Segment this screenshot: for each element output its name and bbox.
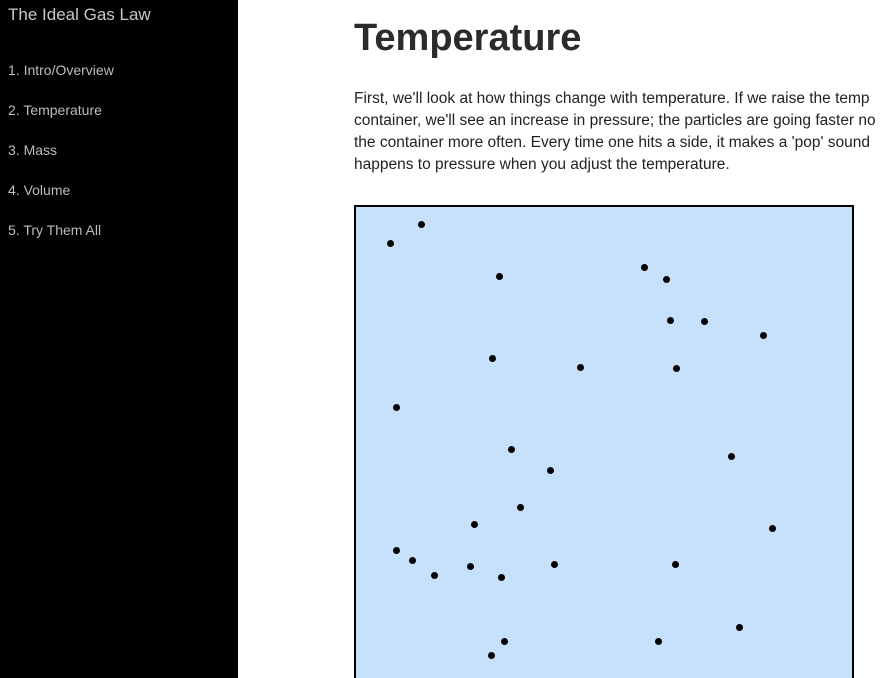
nav-item-mass[interactable]: 3. Mass (8, 142, 58, 158)
gas-particle (671, 560, 679, 568)
gas-particle (735, 623, 743, 631)
gas-particle (495, 272, 503, 280)
gas-particle (700, 317, 708, 325)
nav-item-temperature[interactable]: 2. Temperature (8, 102, 102, 118)
sidebar: The Ideal Gas Law 1. Intro/Overview 2. T… (0, 0, 238, 678)
intro-paragraph: First, we'll look at how things change w… (354, 88, 895, 176)
gas-particle (507, 445, 515, 453)
gas-particle (654, 637, 662, 645)
gas-particle (516, 503, 524, 511)
gas-particle (576, 363, 584, 371)
gas-particle (550, 560, 558, 568)
gas-particle (759, 331, 767, 339)
nav-item-try-them-all[interactable]: 5. Try Them All (8, 222, 102, 238)
main-content: Temperature First, we'll look at how thi… (238, 0, 895, 678)
intro-line: the container more often. Every time one… (354, 134, 870, 151)
nav-item-intro[interactable]: 1. Intro/Overview (8, 62, 114, 78)
gas-particle (672, 364, 680, 372)
gas-particle (768, 524, 776, 532)
gas-particle (470, 520, 478, 528)
gas-particle (430, 571, 438, 579)
site-title[interactable]: The Ideal Gas Law (8, 5, 151, 24)
gas-particle (466, 562, 474, 570)
gas-particle (662, 275, 670, 283)
gas-particle (640, 263, 648, 271)
gas-particle (546, 466, 554, 474)
intro-line: container, we'll see an increase in pres… (354, 112, 876, 129)
nav-item-volume[interactable]: 4. Volume (8, 182, 71, 198)
gas-particle (487, 651, 495, 659)
intro-line: happens to pressure when you adjust the … (354, 156, 730, 173)
gas-container[interactable] (354, 205, 854, 678)
gas-particle (392, 403, 400, 411)
sidebar-nav: 1. Intro/Overview 2. Temperature 3. Mass… (8, 62, 114, 262)
gas-particle (488, 354, 496, 362)
gas-particle (500, 637, 508, 645)
gas-particle (417, 220, 425, 228)
intro-line: First, we'll look at how things change w… (354, 90, 870, 107)
gas-particle (666, 316, 674, 324)
gas-particle (386, 239, 394, 247)
gas-particle (392, 546, 400, 554)
gas-particle (408, 556, 416, 564)
gas-particle (727, 452, 735, 460)
page-title: Temperature (354, 17, 582, 59)
gas-particle (497, 573, 505, 581)
